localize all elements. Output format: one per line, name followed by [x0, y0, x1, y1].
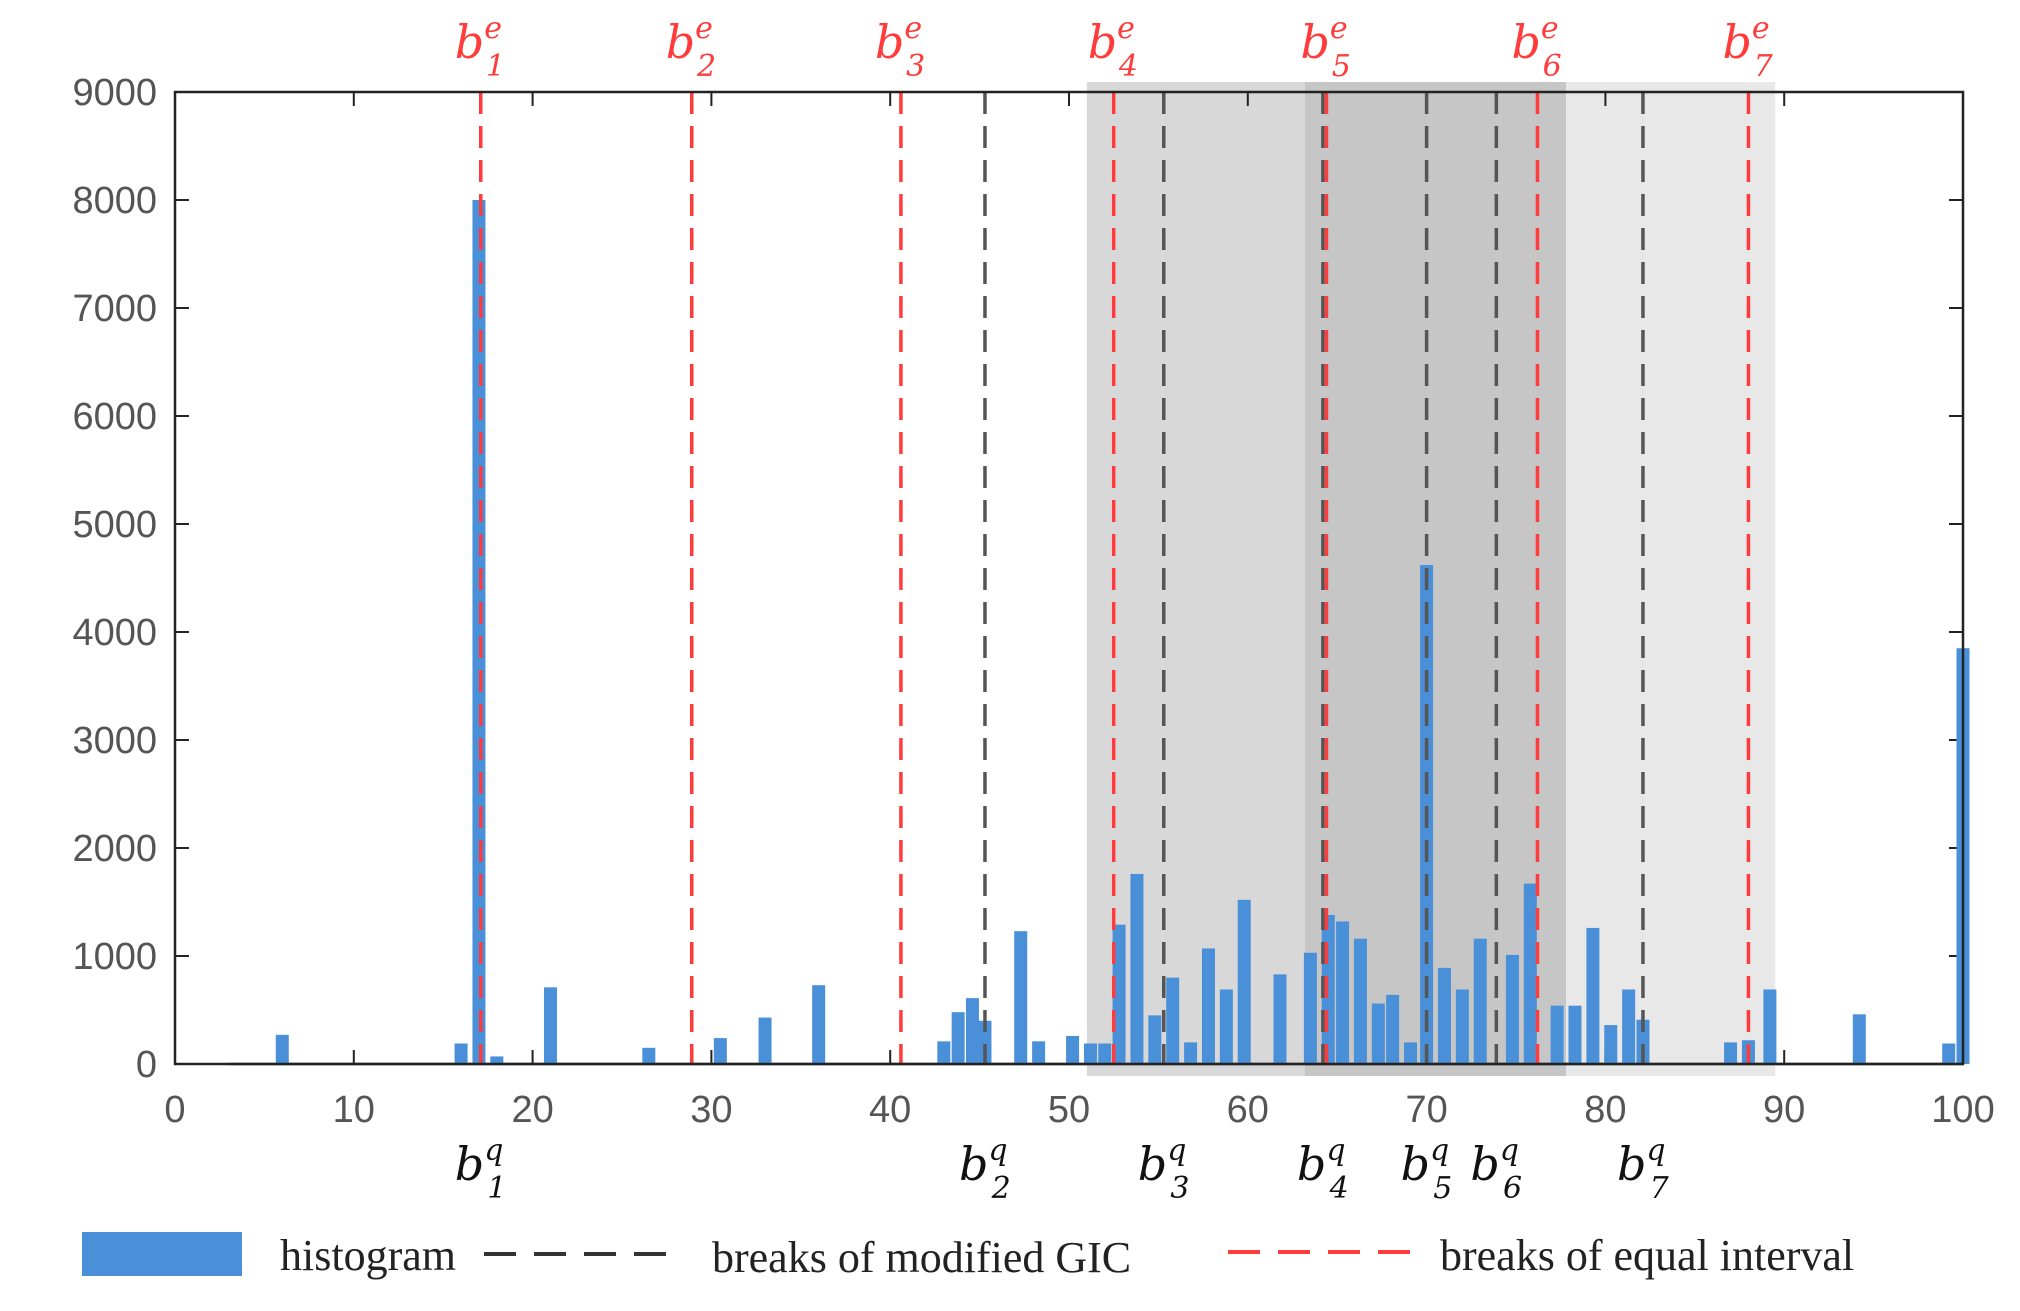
x-tick-label: 20: [511, 1089, 553, 1131]
histogram-bar: [1455, 989, 1469, 1064]
histogram-bar: [937, 1041, 951, 1064]
histogram-bar: [1437, 967, 1451, 1064]
x-tick-label: 80: [1584, 1089, 1626, 1131]
shaded-regions: [1086, 82, 1776, 1076]
x-tick-label: 0: [164, 1089, 185, 1131]
shaded-region-2: [1305, 82, 1567, 1076]
legend: histogram breaks of modified GIC breaks …: [82, 1231, 1854, 1282]
histogram-bar: [454, 1043, 468, 1064]
x-tick-label: 30: [690, 1089, 732, 1131]
break-label-equal-interval: be 3: [875, 11, 925, 84]
histogram-bar: [1505, 954, 1519, 1064]
legend-histogram-swatch: [82, 1232, 242, 1276]
x-tick-label: 70: [1405, 1089, 1447, 1131]
histogram-bar: [1724, 1042, 1738, 1064]
histogram-bar: [1604, 1025, 1618, 1064]
x-tick-label: 100: [1931, 1089, 1994, 1131]
y-tick-label: 4000: [72, 612, 157, 654]
legend-equal-label: breaks of equal interval: [1440, 1231, 1854, 1280]
y-tick-label: 8000: [72, 180, 157, 222]
histogram-bar: [1550, 1005, 1564, 1064]
histogram-bar: [1237, 899, 1251, 1064]
histogram-bar: [1568, 1005, 1582, 1064]
legend-gic-label: breaks of modified GIC: [712, 1233, 1131, 1282]
histogram-bar: [1273, 974, 1287, 1064]
y-tick-label: 1000: [72, 936, 157, 978]
break-label-modified-gic: bq 5: [1401, 1133, 1453, 1206]
y-tick-label: 6000: [72, 396, 157, 438]
break-label-equal-interval: be 2: [666, 11, 716, 84]
histogram-bar: [978, 1020, 992, 1064]
histogram-bar: [1148, 1015, 1162, 1064]
y-tick-label: 2000: [72, 828, 157, 870]
histogram-bar: [713, 1038, 727, 1064]
y-tick-label: 3000: [72, 720, 157, 762]
x-tick-label: 90: [1763, 1089, 1805, 1131]
y-tick-label: 0: [136, 1044, 157, 1086]
break-lines: [478, 92, 1751, 1064]
histogram-bar: [642, 1047, 656, 1064]
break-label-modified-gic: bq 2: [959, 1133, 1011, 1206]
histogram-bar: [490, 1056, 504, 1064]
break-label-equal-interval: be 1: [455, 11, 505, 84]
histogram-bar: [1763, 989, 1777, 1064]
break-label-equal-interval: be 7: [1722, 11, 1773, 84]
histogram-bar: [1201, 948, 1215, 1064]
x-tick-label: 50: [1048, 1089, 1090, 1131]
histogram-bar: [758, 1017, 772, 1064]
break-label-modified-gic: bq 1: [455, 1133, 507, 1206]
histogram-bar: [1112, 924, 1126, 1064]
histogram-bar: [1098, 1043, 1112, 1064]
histogram-bar: [1083, 1043, 1097, 1064]
histogram-bar: [812, 985, 826, 1064]
histogram-bar: [1852, 1014, 1866, 1064]
break-label-modified-gic: bq 7: [1617, 1133, 1670, 1206]
histogram-bar: [1473, 938, 1487, 1064]
histogram-bar: [1404, 1042, 1418, 1064]
y-tick-label: 9000: [72, 72, 157, 114]
histogram-bar: [1066, 1035, 1080, 1064]
histogram-bar: [965, 998, 979, 1064]
break-label-equal-interval: be 6: [1511, 11, 1561, 84]
histogram-bar: [543, 987, 557, 1064]
histogram-bar: [1942, 1043, 1956, 1064]
histogram-bar: [1386, 994, 1400, 1064]
y-tick-label: 7000: [72, 288, 157, 330]
histogram-bar: [1219, 989, 1233, 1064]
histogram-bar: [1184, 1042, 1198, 1064]
histogram-bar: [1523, 883, 1537, 1064]
break-label-equal-interval: be 4: [1088, 11, 1138, 84]
histogram-bar: [1303, 952, 1317, 1064]
histogram-bar: [275, 1034, 289, 1064]
histogram-bar: [1353, 938, 1367, 1064]
histogram-bar: [951, 1012, 965, 1064]
x-tick-label: 40: [869, 1089, 911, 1131]
x-tick-label: 10: [333, 1089, 375, 1131]
tick-labels: 0 1000 2000 3000 4000 5000 6000 7000 8000 9000 0 10…: [72, 72, 1994, 1131]
break-label-modified-gic: bq 3: [1138, 1133, 1190, 1206]
histogram-bar: [1336, 921, 1350, 1064]
histogram-bar: [1586, 927, 1600, 1064]
break-labels: be 1 be 2 be 3 be 4 be 5 be 6 be 7 bq 1 bq 2 bq 3 bq 4 bq 5 bq 6 b…: [455, 11, 1774, 1206]
histogram-bar: [1622, 989, 1636, 1064]
break-label-modified-gic: bq 4: [1297, 1133, 1349, 1206]
shaded-region-3: [1566, 82, 1776, 1076]
x-tick-label: 60: [1227, 1089, 1269, 1131]
histogram-bar: [472, 200, 486, 1064]
histogram-bar: [1014, 931, 1028, 1064]
histogram-bar: [1032, 1041, 1046, 1064]
histogram-bar: [1166, 977, 1180, 1064]
legend-histogram-label: histogram: [280, 1231, 456, 1280]
histogram-bar: [1636, 1019, 1650, 1064]
shaded-region-1: [1086, 82, 1306, 1076]
histogram-bar: [1130, 873, 1144, 1064]
plot-frame: [173, 90, 1965, 1066]
y-tick-label: 5000: [72, 504, 157, 546]
break-label-equal-interval: be 5: [1300, 11, 1350, 84]
break-label-modified-gic: bq 6: [1470, 1133, 1522, 1206]
histogram-bar: [1371, 1003, 1385, 1064]
